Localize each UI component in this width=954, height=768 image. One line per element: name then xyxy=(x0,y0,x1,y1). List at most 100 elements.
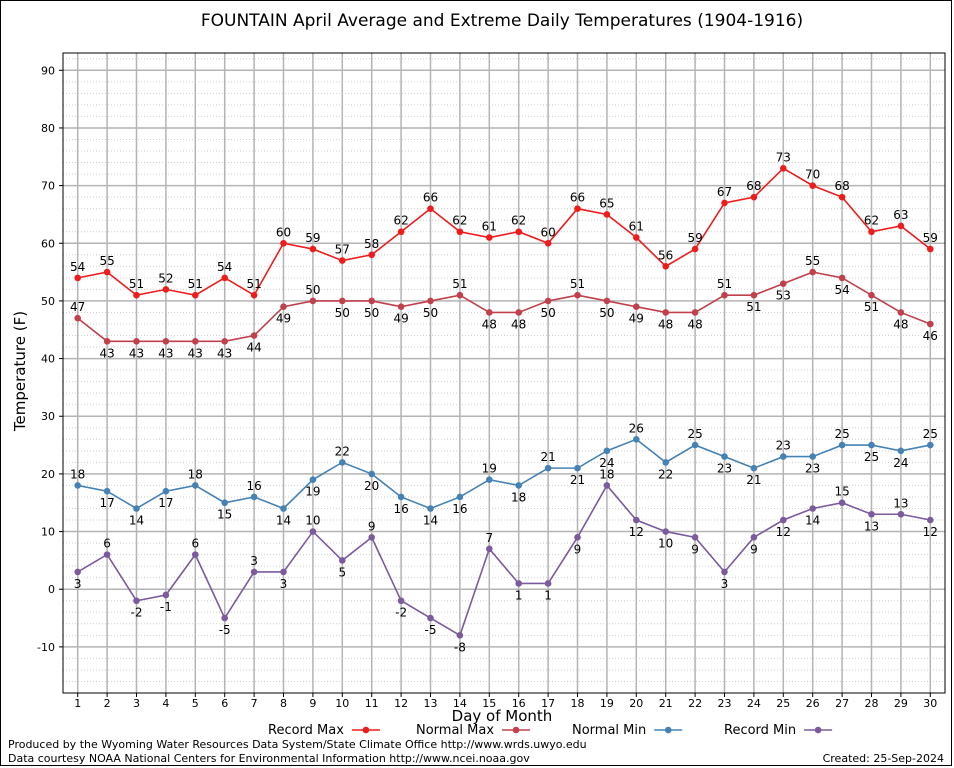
x-tick-label: 27 xyxy=(835,697,849,710)
credit-line-1: Produced by the Wyoming Water Resources … xyxy=(8,738,587,751)
data-label: 3 xyxy=(721,577,729,591)
data-point xyxy=(74,274,81,282)
data-point xyxy=(427,205,434,212)
data-point xyxy=(603,211,611,218)
data-label: 61 xyxy=(482,220,497,234)
y-tick-label: 60 xyxy=(41,237,55,250)
data-point xyxy=(456,291,464,299)
data-point xyxy=(633,516,640,524)
x-tick-label: 15 xyxy=(482,697,496,710)
x-tick-label: 6 xyxy=(221,697,228,710)
data-point xyxy=(897,510,905,518)
data-point xyxy=(515,228,522,236)
x-axis-label: Day of Month xyxy=(452,707,553,725)
data-point xyxy=(427,614,434,622)
x-tick-label: 14 xyxy=(453,697,467,710)
x-tick-label: 28 xyxy=(865,697,879,710)
x-tick-label: 18 xyxy=(571,697,585,710)
data-point xyxy=(397,597,405,605)
data-label: 14 xyxy=(129,513,144,527)
x-tick-label: 9 xyxy=(309,697,316,710)
data-point xyxy=(339,257,346,264)
data-point xyxy=(780,280,787,287)
series-line xyxy=(77,484,931,637)
x-tick-label: 10 xyxy=(335,697,349,710)
data-label: 57 xyxy=(335,243,350,257)
data-point xyxy=(192,337,199,345)
data-point xyxy=(368,534,376,541)
data-point xyxy=(456,632,464,639)
data-point xyxy=(691,245,699,253)
data-label: 50 xyxy=(423,306,438,320)
data-label: 51 xyxy=(717,277,732,291)
data-label: 49 xyxy=(393,312,408,326)
data-label: 50 xyxy=(305,283,320,297)
data-label: 13 xyxy=(893,496,908,510)
data-label: 16 xyxy=(246,479,261,493)
data-point xyxy=(309,476,317,483)
data-label: 60 xyxy=(276,225,291,239)
data-label: 12 xyxy=(629,525,644,539)
data-point xyxy=(721,199,728,207)
data-label: -2 xyxy=(131,606,143,620)
data-point xyxy=(397,228,405,236)
data-point xyxy=(838,441,846,449)
data-point xyxy=(280,239,287,247)
data-point xyxy=(574,205,581,212)
data-point xyxy=(368,470,376,478)
data-point xyxy=(574,534,581,541)
data-label: 70 xyxy=(805,168,820,182)
series-line xyxy=(77,438,931,510)
data-point xyxy=(750,464,758,472)
data-point xyxy=(515,482,522,489)
data-label: 51 xyxy=(246,277,261,291)
data-label: -1 xyxy=(160,600,172,614)
data-label: 43 xyxy=(188,346,203,360)
data-point xyxy=(427,297,434,305)
data-point xyxy=(838,193,846,201)
data-point xyxy=(750,193,758,201)
data-point xyxy=(280,303,287,310)
y-axis-label: Temperature (F) xyxy=(11,311,29,432)
data-point xyxy=(780,453,787,460)
data-point xyxy=(691,534,699,541)
data-label: 21 xyxy=(746,473,761,487)
data-point xyxy=(662,528,669,535)
legend-item: Record Max xyxy=(268,723,380,738)
data-label: 56 xyxy=(658,248,673,262)
data-point xyxy=(397,493,405,501)
legend-label: Normal Max xyxy=(416,723,494,738)
legend-label: Record Min xyxy=(724,723,796,738)
data-point xyxy=(750,534,758,541)
y-tick-label: 40 xyxy=(41,353,55,366)
data-label: 3 xyxy=(280,577,288,591)
data-point xyxy=(192,482,199,489)
data-point xyxy=(368,297,376,305)
data-point xyxy=(838,274,846,282)
series-normal-min: 18 17 14 17 18 15 16 14 19 22 20 16 14 16 19 18 21 21 24 26… xyxy=(70,421,938,527)
data-point xyxy=(809,505,816,512)
x-tick-label: 11 xyxy=(365,697,379,710)
data-point xyxy=(74,568,81,576)
credit-line-2: Data courtesy NOAA National Centers for … xyxy=(8,752,530,765)
data-label: 51 xyxy=(570,277,585,291)
data-point xyxy=(603,297,611,305)
data-point xyxy=(162,286,170,293)
data-label: 50 xyxy=(335,306,350,320)
data-label: 12 xyxy=(923,525,938,539)
data-label: 1 xyxy=(515,588,523,602)
data-label: 68 xyxy=(746,179,761,193)
data-label: 51 xyxy=(864,300,879,314)
data-label: 46 xyxy=(923,329,938,343)
data-point xyxy=(133,337,140,345)
data-point xyxy=(339,557,346,564)
data-label: 49 xyxy=(276,312,291,326)
data-label: 6 xyxy=(103,537,111,551)
data-label: 18 xyxy=(599,467,614,481)
data-label: 9 xyxy=(368,519,376,533)
data-point xyxy=(603,447,611,455)
data-label: 67 xyxy=(717,185,732,199)
data-label: 65 xyxy=(599,196,614,210)
x-tick-label: 7 xyxy=(251,697,258,710)
